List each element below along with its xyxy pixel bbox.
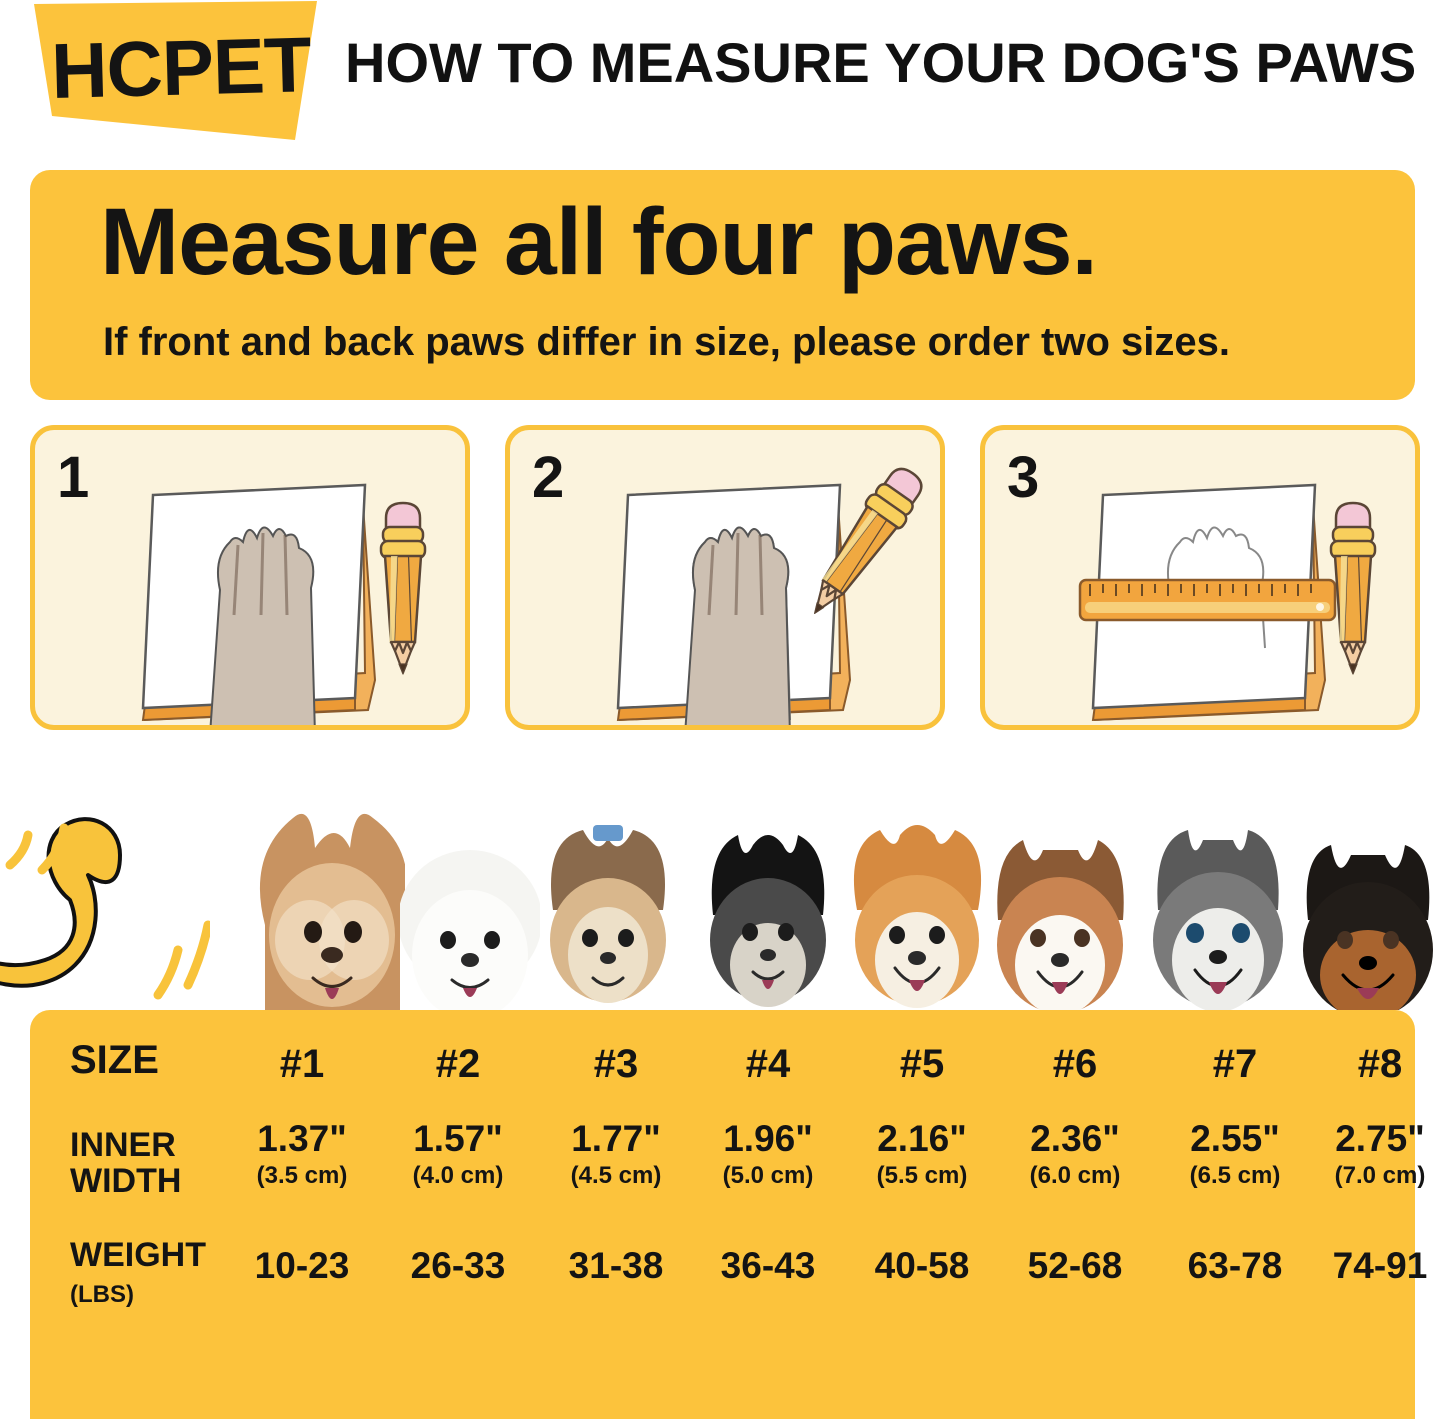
svg-text:HCPET: HCPET	[50, 20, 312, 115]
